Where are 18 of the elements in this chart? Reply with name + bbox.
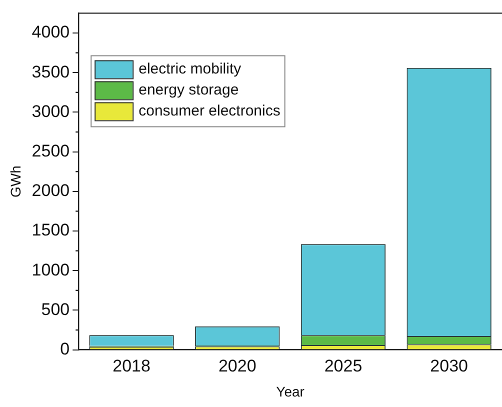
y-tick-label: 3500 (32, 62, 70, 82)
y-tick-label: 2000 (32, 181, 70, 200)
x-tick-label: 2020 (218, 356, 256, 376)
y-tick-label: 1500 (32, 220, 70, 240)
x-tick-label: 2030 (430, 356, 468, 376)
y-tick-label: 1000 (32, 260, 70, 280)
x-axis-title: Year (276, 383, 305, 400)
legend-label: energy storage (138, 81, 239, 98)
legend-label: electric mobility (138, 60, 242, 78)
y-tick-label: 4000 (32, 22, 70, 42)
y-axis-title: GWh (7, 166, 24, 198)
y-tick-label: 500 (41, 300, 70, 319)
y-tick-label: 2500 (32, 141, 70, 160)
x-tick-label: 2025 (324, 356, 362, 376)
y-tick-label: 0 (60, 339, 70, 358)
x-tick-label: 2018 (112, 356, 150, 376)
legend-label: consumer electronics (138, 102, 280, 120)
y-tick-label: 3000 (32, 102, 70, 121)
